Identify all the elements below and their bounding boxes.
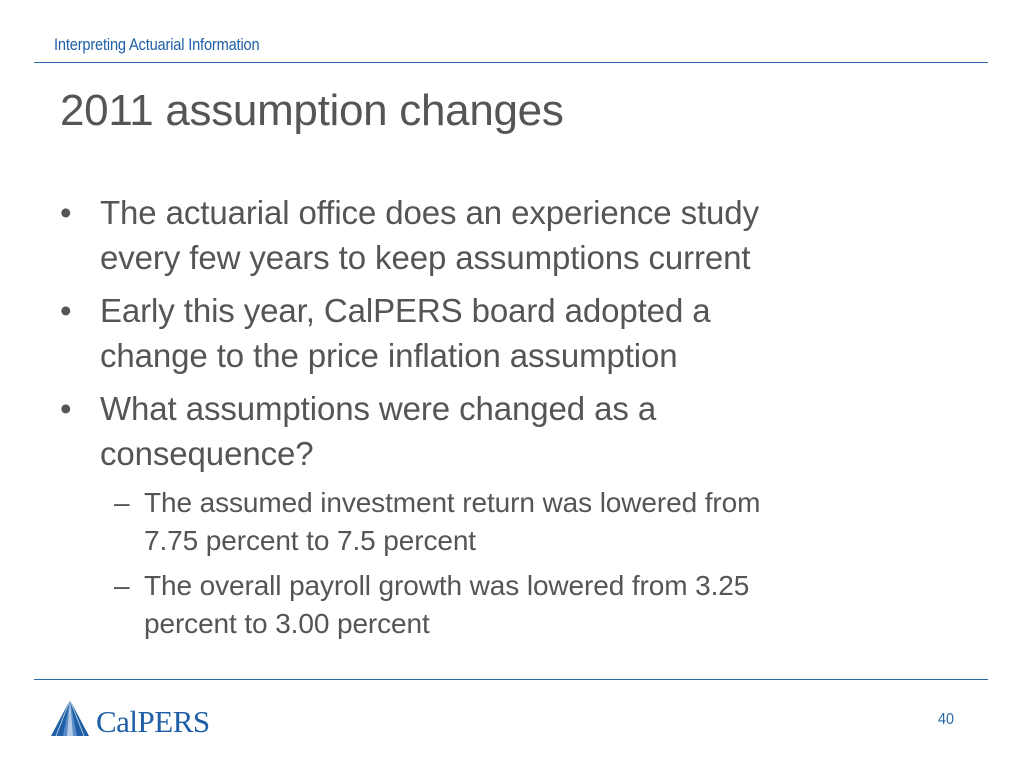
sub-bullet-item: – The overall payroll growth was lowered… [58,567,938,643]
bullet-line: The actuarial office does an experience … [100,194,759,231]
bullet-line: every few years to keep assumptions curr… [100,239,751,276]
header-divider [34,62,988,63]
bullet-item: • Early this year, CalPERS board adopted… [58,288,938,378]
sub-bullet-item: – The assumed investment return was lowe… [58,484,938,560]
bullet-line: consequence? [100,435,314,472]
bullet-item: • What assumptions were changed as a con… [58,386,938,476]
slide-title: 2011 assumption changes [60,86,564,135]
calpers-logo-icon [51,699,89,737]
sub-bullet-line: 7.75 percent to 7.5 percent [144,525,476,556]
bullet-line: change to the price inflation assumption [100,337,678,374]
sub-bullet-line: The assumed investment return was lowere… [144,487,761,518]
bullet-line: What assumptions were changed as a [100,390,657,427]
sub-bullet-marker: – [114,487,130,518]
calpers-logo: CalPERS [50,697,210,739]
bullet-marker: • [60,390,72,427]
page-number: 40 [938,711,955,728]
bullet-marker: • [60,292,72,329]
bullet-item: • The actuarial office does an experienc… [58,190,938,280]
calpers-wordmark: CalPERS [96,703,210,739]
bullet-marker: • [60,194,72,231]
footer-divider [34,679,988,680]
section-header: Interpreting Actuarial Information [54,35,260,54]
sub-bullet-line: The overall payroll growth was lowered f… [144,570,750,601]
bullet-line: Early this year, CalPERS board adopted a [100,292,711,329]
slide-body: • The actuarial office does an experienc… [58,190,938,650]
sub-bullet-line: percent to 3.00 percent [144,608,430,639]
sub-bullet-marker: – [114,570,130,601]
